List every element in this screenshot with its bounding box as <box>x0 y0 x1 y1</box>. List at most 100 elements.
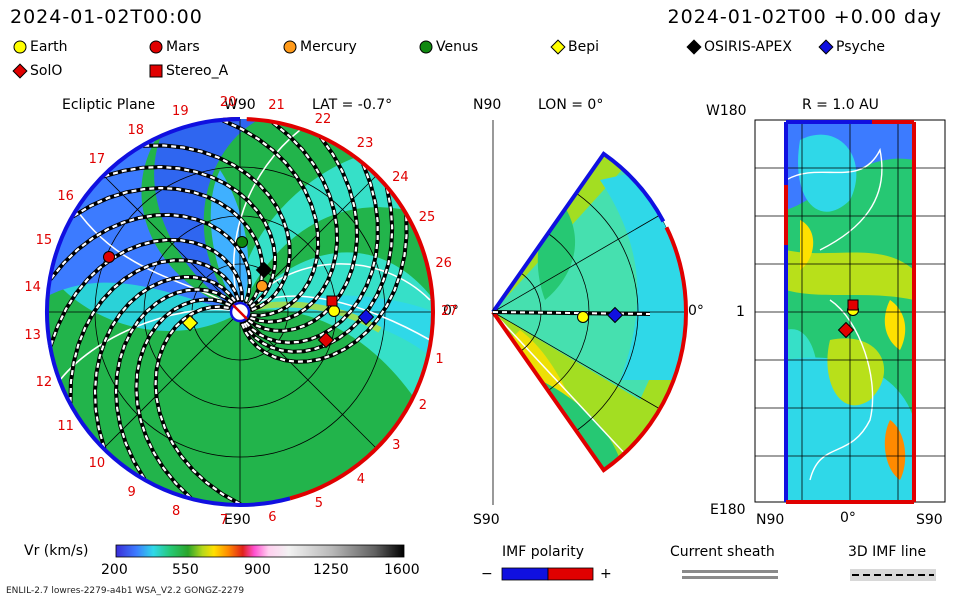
current-sheath-label: Current sheath <box>670 544 775 560</box>
carrington-label: 5 <box>314 495 324 511</box>
body-marker-earth <box>577 311 589 323</box>
legend-label-osiris-apex: OSIRIS-APEX <box>704 39 792 55</box>
imf-field-line <box>93 275 236 449</box>
colorbar <box>115 544 405 558</box>
meridional-0deg-label: 0° <box>688 303 704 319</box>
body-marker-psyche <box>357 308 375 326</box>
imf-field-line <box>114 288 233 479</box>
ecliptic-0deg-label: 0° <box>443 303 459 319</box>
imf-field-line <box>247 137 359 332</box>
body-marker-solo <box>317 331 335 349</box>
radial-1-label: 1 <box>736 304 745 320</box>
ecliptic-plane <box>45 117 435 507</box>
carrington-label: 4 <box>356 471 366 487</box>
legend-marker-icon <box>419 40 433 54</box>
carrington-label: 27 <box>441 304 458 319</box>
imf-field-line <box>143 144 291 311</box>
legend-marker-icon <box>149 64 163 78</box>
carrington-label: 2 <box>418 397 428 413</box>
legend-label-venus: Venus <box>436 39 479 55</box>
imf-field-line <box>49 238 244 346</box>
legend-label-stereo-a: Stereo_A <box>166 63 229 79</box>
legend-marker-earth <box>13 40 27 54</box>
imf-polarity-plus: + <box>600 566 612 582</box>
radial-e180-label: E180 <box>710 502 746 518</box>
legend-marker-icon <box>818 39 834 55</box>
carrington-label: 7 <box>219 512 229 528</box>
elapsed-time: 2024-01-02T00 +0.00 day <box>667 6 942 28</box>
body-marker-osiris-apex <box>255 261 273 279</box>
body-marker-psyche <box>606 306 624 324</box>
ecliptic-lat-label: LAT = -0.7° <box>312 97 393 113</box>
imf-polarity-minus: − <box>481 566 493 582</box>
legend-marker-mars <box>149 40 163 54</box>
carrington-label: 18 <box>127 123 145 138</box>
body-marker-earth <box>328 305 340 317</box>
colorbar-tick: 1600 <box>384 562 420 578</box>
carrington-label: 25 <box>418 210 436 226</box>
imf-polarity-label: IMF polarity <box>502 544 585 560</box>
meridional-s90-label: S90 <box>473 512 500 528</box>
ecliptic-w90-label: W90 <box>224 97 256 113</box>
imf-field-line <box>50 213 251 302</box>
timestamp: 2024-01-02T00:00 <box>10 6 203 28</box>
meridional-n90-label: N90 <box>473 97 502 113</box>
carrington-label: 3 <box>392 438 401 454</box>
legend-marker-mercury <box>283 40 297 54</box>
model-footer: ENLIL-2.7 lowres-2279-a4b1 WSA_V2.2 GONG… <box>6 586 245 596</box>
legend-marker-icon <box>686 39 702 55</box>
carrington-label: 16 <box>57 189 74 205</box>
carrington-label: 8 <box>172 504 181 520</box>
legend-marker-solo <box>12 63 28 79</box>
carrington-label: 19 <box>172 103 189 119</box>
imf-line-label: 3D IMF line <box>848 544 927 560</box>
colorbar-label: Vr (km/s) <box>24 543 89 559</box>
carrington-label: 14 <box>24 279 41 295</box>
carrington-label: 10 <box>88 456 106 472</box>
legend-marker-osiris-apex <box>686 39 702 55</box>
radial-n90-label: N90 <box>756 512 785 528</box>
body-marker-stereo-a <box>847 299 859 311</box>
carrington-label: 15 <box>35 232 53 248</box>
carrington-label: 11 <box>57 418 74 434</box>
imf-field-line <box>245 164 379 344</box>
imf-field-line <box>243 188 394 353</box>
colorbar-tick: 1250 <box>313 562 349 578</box>
carrington-label: 22 <box>314 112 332 128</box>
legend-label-bepi: Bepi <box>568 39 599 55</box>
legend-marker-psyche <box>818 39 834 55</box>
meridional-lon-label: LON = 0° <box>538 97 604 113</box>
ecliptic-title: Ecliptic Plane <box>62 97 156 113</box>
legend-marker-icon <box>12 63 28 79</box>
colorbar-tick: 900 <box>244 562 271 578</box>
carrington-label: 21 <box>268 98 285 114</box>
carrington-label: 20 <box>219 95 237 111</box>
colorbar-tick: 200 <box>101 562 128 578</box>
carrington-label: 13 <box>24 328 41 344</box>
polarity-ring-segment <box>246 117 435 501</box>
radial-title: R = 1.0 AU <box>802 97 879 113</box>
legend-marker-icon <box>149 40 163 54</box>
carrington-label: 1 <box>435 352 444 368</box>
imf-field-line <box>222 119 320 317</box>
radial-w180-label: W180 <box>706 103 747 119</box>
ecliptic-e90-label: E90 <box>224 512 251 528</box>
legend-marker-bepi <box>550 39 566 55</box>
legend-marker-icon <box>283 40 297 54</box>
body-marker-mercury <box>256 280 268 292</box>
legend-marker-stereo_a <box>149 64 163 78</box>
imf-field-line <box>154 305 241 505</box>
legend-marker-icon <box>13 40 27 54</box>
imf-field-line <box>250 122 339 323</box>
carrington-label: 24 <box>392 169 409 185</box>
body-marker-solo <box>837 321 855 339</box>
carrington-label: 12 <box>35 375 53 391</box>
radial-0deg-label: 0° <box>840 510 856 526</box>
imf-field-line <box>73 186 264 305</box>
legend-label-mars: Mars <box>166 39 200 55</box>
legend-label-psyche: Psyche <box>836 39 885 55</box>
legend-label-solo: SolO <box>30 63 63 79</box>
carrington-label: 26 <box>435 255 452 271</box>
legend-marker-icon <box>550 39 566 55</box>
